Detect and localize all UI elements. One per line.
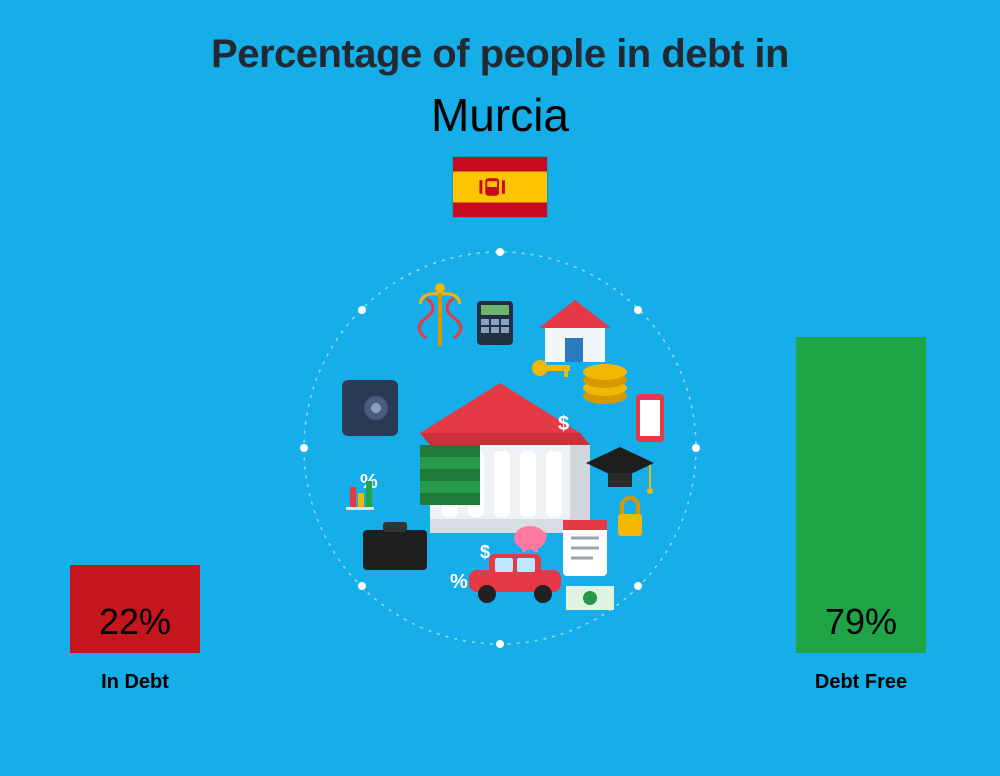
- svg-text:$: $: [480, 542, 490, 562]
- spain-flag-icon: [452, 156, 548, 218]
- bar-in-debt-value: 22%: [99, 601, 171, 643]
- bar-debt-free-value: 79%: [825, 601, 897, 643]
- finance-illustration-icon: % % $ $: [300, 248, 700, 648]
- bar-in-debt-label: In Debt: [101, 671, 169, 694]
- page-subtitle-location: Murcia: [0, 88, 1000, 142]
- bar-debt-free-label: Debt Free: [815, 671, 907, 694]
- bar-in-debt: 22% In Debt: [70, 565, 200, 694]
- bar-debt-free: 79% Debt Free: [796, 337, 926, 694]
- svg-text:$: $: [558, 413, 569, 435]
- bar-debt-free-rect: 79%: [796, 337, 926, 653]
- svg-text:%: %: [450, 571, 468, 593]
- bar-in-debt-rect: 22%: [70, 565, 200, 653]
- page-title: Percentage of people in debt in: [0, 32, 1000, 77]
- infographic-canvas: Percentage of people in debt in Murcia: [0, 0, 1000, 776]
